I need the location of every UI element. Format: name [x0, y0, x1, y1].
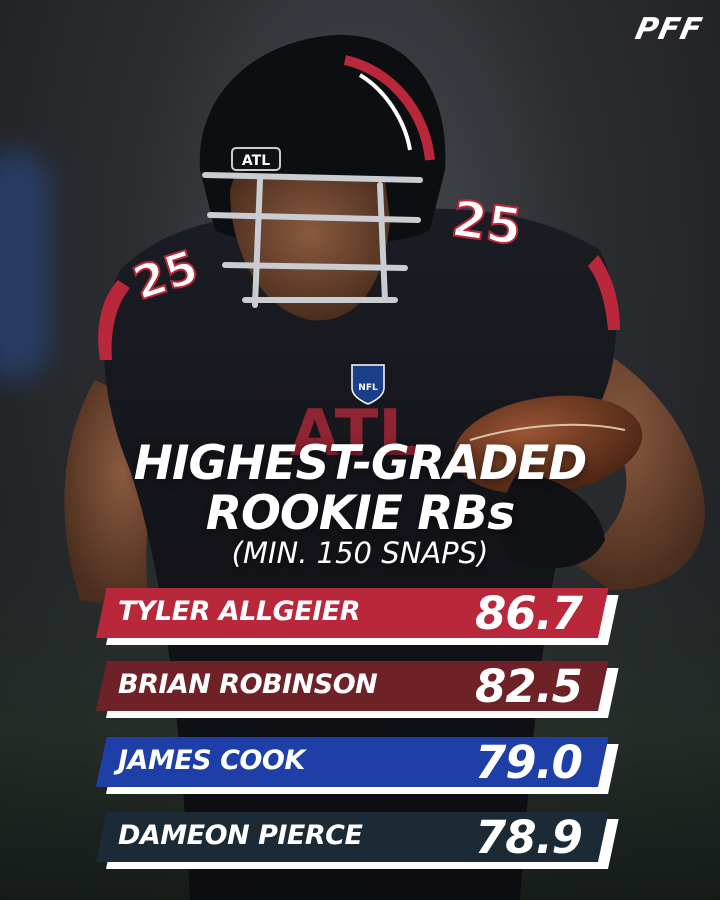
ranking-row: DAMEON PIERCE 78.9 [96, 811, 619, 870]
background-fan-blur [0, 150, 50, 380]
football-icon [453, 395, 643, 495]
player-name: DAMEON PIERCE [118, 820, 363, 851]
helmet-text: ATL [242, 153, 270, 169]
jersey-chest-text: ATL [290, 397, 419, 471]
player-name: BRIAN ROBINSON [118, 669, 378, 700]
pff-logo: PFF [632, 12, 706, 47]
player-name: TYLER ALLGEIER [118, 596, 361, 627]
helmet-icon: ATL [199, 34, 446, 321]
headline-subtitle: (MIN. 150 SNAPS) [231, 536, 489, 570]
headline-line1: HIGHEST-GRADED [133, 436, 588, 491]
nfl-shield-icon: NFL [351, 364, 385, 405]
player-grade: 86.7 [474, 587, 583, 640]
player-grade: 82.5 [474, 660, 583, 713]
ranking-row: TYLER ALLGEIER 86.7 [96, 587, 619, 646]
sleeve-number-right: 25 [448, 189, 525, 256]
ranking-row: BRIAN ROBINSON 82.5 [96, 660, 619, 719]
ranking-row: JAMES COOK 79.0 [96, 736, 619, 795]
player-grade: 79.0 [474, 736, 583, 789]
headline-line2: ROOKIE RBs [205, 486, 515, 541]
player-grade: 78.9 [474, 811, 583, 864]
svg-text:NFL: NFL [358, 383, 378, 393]
player-name: JAMES COOK [118, 745, 305, 776]
